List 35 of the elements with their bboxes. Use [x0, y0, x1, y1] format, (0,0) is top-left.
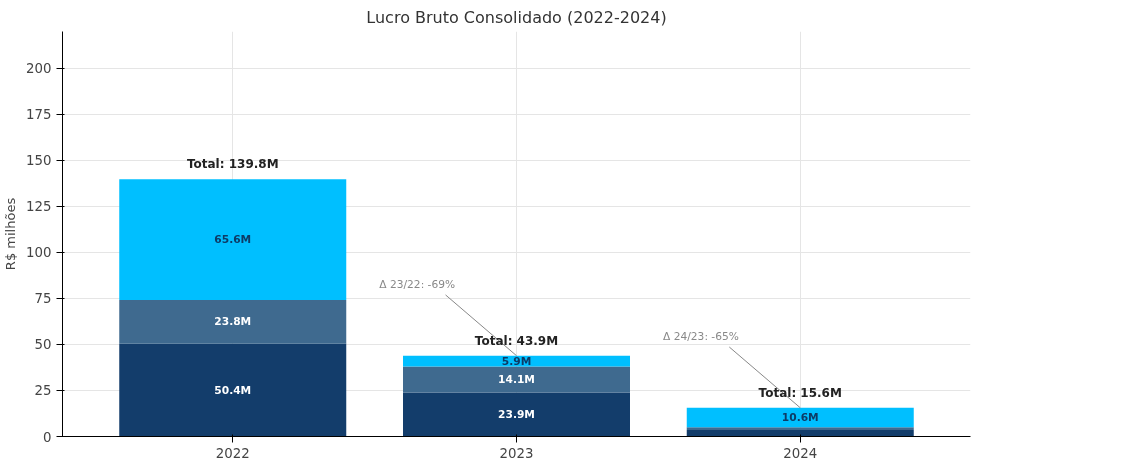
data-label: 50.4M — [214, 383, 252, 397]
y-tick-label: 75 — [34, 291, 52, 307]
data-label: 5.9M — [501, 354, 532, 368]
y-tick-label: 125 — [26, 199, 52, 215]
total-label: Total: 139.8M — [186, 157, 279, 172]
y-tick-label: 200 — [26, 61, 52, 77]
total-label: Total: 15.6M — [758, 385, 842, 400]
y-tick-label: 100 — [26, 245, 52, 261]
x-tick-label: 2022 — [215, 445, 250, 461]
annotation: Δ 24/23: -65% — [662, 330, 739, 344]
bar — [403, 392, 630, 437]
data-label: 65.6M — [214, 233, 252, 247]
bar — [403, 366, 630, 393]
chart-title: Lucro Bruto Consolidado (2022-2024) — [366, 7, 667, 27]
y-axis-title: R$ milhões — [3, 197, 19, 271]
y-tick-label: 175 — [26, 107, 52, 123]
data-label: 14.1M — [498, 373, 535, 387]
bar — [119, 343, 347, 437]
bar — [119, 299, 347, 344]
data-label: 23.8M — [214, 315, 252, 329]
y-tick-label: 50 — [34, 337, 52, 353]
x-tick-label: 2023 — [499, 445, 534, 461]
bar — [686, 407, 914, 428]
bar — [686, 427, 914, 431]
x-tick-label: 2024 — [783, 445, 818, 461]
y-tick-label: 25 — [34, 383, 52, 399]
data-label: 10.6M — [781, 411, 819, 425]
total-label: Total: 43.9M — [474, 333, 559, 348]
y-tick-label: 0 — [43, 429, 52, 445]
data-label: 23.9M — [498, 408, 535, 421]
bar — [403, 355, 630, 367]
y-tick-label: 150 — [26, 153, 52, 169]
bar — [686, 430, 914, 437]
bar — [119, 179, 347, 300]
annotation: Δ 23/22: -69% — [379, 278, 456, 292]
